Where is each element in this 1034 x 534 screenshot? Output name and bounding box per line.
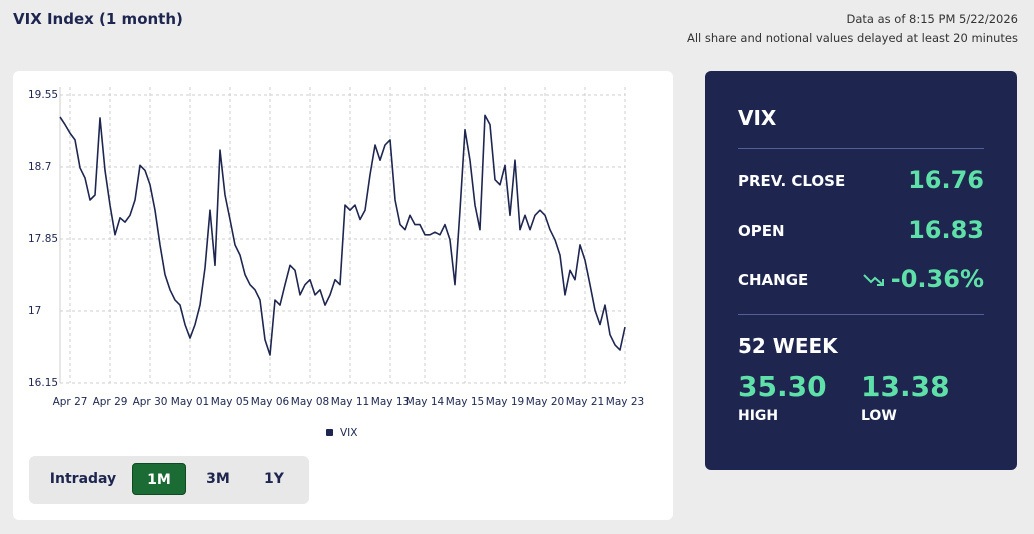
x-tick-label: May 01 xyxy=(171,396,209,408)
week52-title: 52 WEEK xyxy=(738,334,838,358)
row-label: OPEN xyxy=(738,222,785,240)
y-tick-label: 19.55 xyxy=(28,89,58,101)
row-value: 16.76 xyxy=(908,166,984,194)
line xyxy=(59,114,626,356)
x-tick-label: May 19 xyxy=(486,396,524,408)
x-tick-label: Apr 29 xyxy=(93,396,128,408)
x-tick-label: May 11 xyxy=(331,396,369,408)
range-button[interactable]: 1M xyxy=(132,463,186,495)
row-label: CHANGE xyxy=(738,271,809,289)
divider xyxy=(738,148,984,149)
stats-panel: VIX PREV. CLOSE 16.76 OPEN 16.83 CHANGE … xyxy=(705,71,1017,470)
x-tick-label: May 05 xyxy=(211,396,249,408)
panel-title: VIX xyxy=(738,106,777,130)
y-tick-label: 16.15 xyxy=(28,377,58,389)
range-button[interactable]: 3M xyxy=(206,471,230,487)
legend-label: VIX xyxy=(340,427,357,439)
divider xyxy=(738,314,984,315)
week52-high-label: HIGH xyxy=(738,408,779,424)
down-arrow-icon xyxy=(863,274,884,286)
x-tick-label: May 23 xyxy=(606,396,644,408)
delay-note: All share and notional values delayed at… xyxy=(686,31,1018,45)
x-tick-label: Apr 30 xyxy=(133,396,168,408)
chart-card: 16.15 17 17.85 18.7 19.55 Apr 27 Apr 29 Apr 30 M… xyxy=(13,71,673,520)
y-tick-label: 18.7 xyxy=(28,161,51,173)
as-of: Data as of 8:15 PM 5/22/2026 xyxy=(846,12,1018,26)
x-tick-label: May 06 xyxy=(251,396,290,408)
x-tick-label: May 08 xyxy=(291,396,329,408)
range-buttons: Intraday 1M 3M 1Y xyxy=(29,456,309,504)
row-label: PREV. CLOSE xyxy=(738,172,846,190)
week52-high: 35.30 xyxy=(738,370,827,403)
x-tick-label: May 14 xyxy=(406,396,445,408)
x-tick-label: May 15 xyxy=(446,396,484,408)
x-tick-label: May 20 xyxy=(526,396,564,408)
x-tick-label: May 21 xyxy=(566,396,604,408)
y-tick-label: 17 xyxy=(28,305,41,317)
page-title: VIX Index (1 month) xyxy=(13,10,183,28)
x-tick-label: May 13 xyxy=(371,396,409,408)
range-button[interactable]: Intraday xyxy=(49,471,117,487)
range-button[interactable]: 1Y xyxy=(264,471,284,487)
x-tick-label: Apr 27 xyxy=(53,396,88,408)
row-value: 16.83 xyxy=(908,216,984,244)
week52-low-label: LOW xyxy=(861,408,897,424)
week52-low: 13.38 xyxy=(861,370,950,403)
legend-swatch xyxy=(326,429,333,436)
y-tick-label: 17.85 xyxy=(28,233,58,245)
row-value: -0.36% xyxy=(890,265,984,293)
